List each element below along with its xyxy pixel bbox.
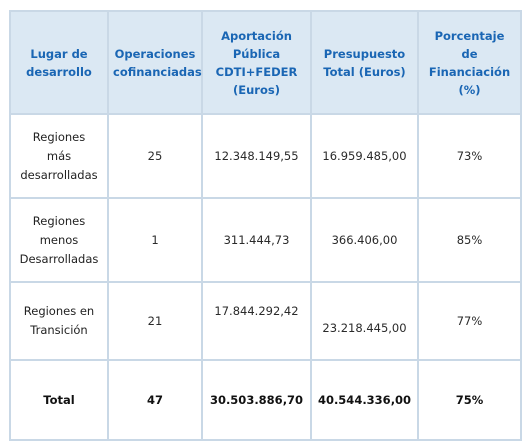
total-budget-cell: 40.544.336,00 — [310, 359, 419, 441]
row-public-contribution-cell: 12.348.149,55 — [201, 113, 312, 199]
row-total-budget-cell: 16.959.485,00 — [310, 113, 419, 199]
financing-table: Lugar de desarrollo Operaciones cofinancia… — [9, 10, 522, 441]
total-label: Total — [9, 359, 109, 441]
row-region-label: Regiones más desarrolladas — [9, 113, 109, 199]
row-region-label: Regiones menos Desarrolladas — [9, 197, 109, 283]
financing-table-container: Lugar de desarrollo Operaciones cofinancia… — [9, 10, 522, 441]
total-percentage-cell: 75% — [417, 359, 522, 441]
row-percentage-cell: 85% — [417, 197, 522, 283]
table-total-row: Total 47 30.503.886,70 40.544.336,00 75% — [9, 359, 522, 441]
row-public-contribution-cell: 17.844.292,42 — [201, 281, 312, 361]
table-row: Regiones más desarrolladas 25 12.348.149,5… — [9, 113, 522, 199]
row-operations-cell: 21 — [107, 281, 203, 361]
header-lugar-desarrollo: Lugar de desarrollo — [9, 10, 109, 115]
total-operations-cell: 47 — [107, 359, 203, 441]
table-row: Regiones en Transición 21 17.844.292,42 2… — [9, 281, 522, 361]
header-porcentaje-financiacion: Porcentaje de Financiación (%) — [417, 10, 522, 115]
header-presupuesto-total: Presupuesto Total (Euros) — [310, 10, 419, 115]
header-aportacion-publica: Aportación Pública CDTI+FEDER (Euros) — [201, 10, 312, 115]
row-percentage-cell: 73% — [417, 113, 522, 199]
row-percentage-cell: 77% — [417, 281, 522, 361]
row-region-label: Regiones en Transición — [9, 281, 109, 361]
row-operations-cell: 1 — [107, 197, 203, 283]
table-row: Regiones menos Desarrolladas 1 311.444,73 … — [9, 197, 522, 283]
header-operaciones-cofinanciadas: Operaciones cofinanciadas — [107, 10, 203, 115]
row-public-contribution-cell: 311.444,73 — [201, 197, 312, 283]
row-total-budget-cell: 23.218.445,00 — [310, 281, 419, 361]
row-total-budget-cell: 366.406,00 — [310, 197, 419, 283]
row-operations-cell: 25 — [107, 113, 203, 199]
total-public-contribution-cell: 30.503.886,70 — [201, 359, 312, 441]
table-header-row: Lugar de desarrollo Operaciones cofinancia… — [9, 10, 522, 115]
